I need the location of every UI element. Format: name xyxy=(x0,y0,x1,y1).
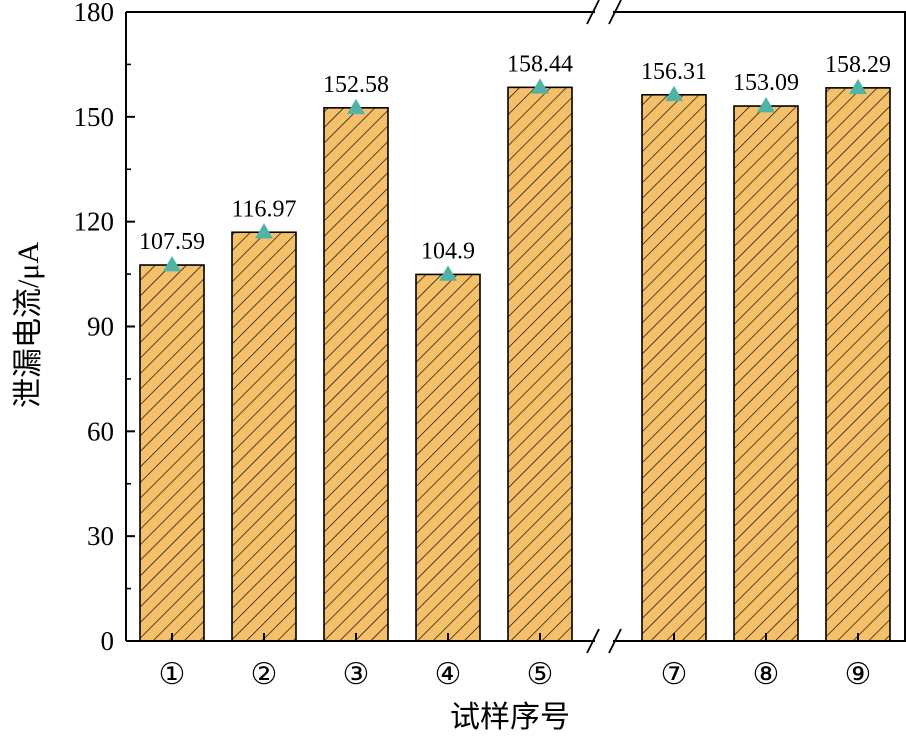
x-tick-label-5: ⑤ xyxy=(527,658,554,691)
x-tick-label-8: ⑨ xyxy=(845,658,872,691)
y-axis-title: 泄漏电流/μA xyxy=(12,242,45,408)
value-label-8: 158.29 xyxy=(825,52,891,78)
marker-triangle-6 xyxy=(665,85,683,102)
marker-triangle-5 xyxy=(531,78,549,94)
bar-hatch-8 xyxy=(825,87,891,642)
value-label-3: 152.58 xyxy=(323,72,389,98)
bar-hatch-5 xyxy=(507,86,573,642)
value-label-2: 116.97 xyxy=(231,196,296,222)
bars-layer xyxy=(139,86,891,642)
marker-triangle-3 xyxy=(347,98,365,115)
y-tick-label-4: 90 xyxy=(87,312,114,342)
bar-hatch-2 xyxy=(231,231,297,642)
value-label-7: 153.09 xyxy=(733,70,799,96)
bar-hatch-6 xyxy=(641,93,707,642)
value-label-1: 107.59 xyxy=(139,229,205,255)
marker-triangle-4 xyxy=(439,265,457,281)
x-tick-label-6: ⑦ xyxy=(661,658,688,691)
marker-triangle-2 xyxy=(255,223,273,239)
axis-break-mark xyxy=(608,0,622,25)
y-tick-label-5: 120 xyxy=(74,207,115,237)
marker-triangle-8 xyxy=(849,78,867,95)
value-label-4: 104.9 xyxy=(421,238,475,264)
marker-triangle-7 xyxy=(757,97,775,113)
x-tick-label-3: ③ xyxy=(343,658,370,691)
bar-hatch-4 xyxy=(415,273,481,642)
x-axis-title: 试样序号 xyxy=(450,701,570,734)
axis-break-mark xyxy=(586,628,600,654)
bar-hatch-3 xyxy=(323,107,389,642)
y-tick-label-2: 30 xyxy=(87,521,114,551)
labels-layer: 107.59 116.97 152.58 104.9 158.44 156.31 153.0… xyxy=(74,0,892,691)
x-tick-label-7: ⑧ xyxy=(753,658,780,691)
y-tick-label-6: 150 xyxy=(74,102,115,132)
bar-hatch-1 xyxy=(139,264,205,642)
marker-triangle-1 xyxy=(163,256,181,272)
axis-break-mask-2 xyxy=(595,0,613,26)
axis-break-mark xyxy=(586,0,600,25)
bar-hatch-7 xyxy=(733,105,799,642)
y-tick-label-7: 180 xyxy=(74,0,115,27)
x-tick-label-4: ④ xyxy=(435,658,462,691)
value-label-6: 156.31 xyxy=(641,59,707,85)
y-tick-label-1: 0 xyxy=(101,626,115,656)
axes-layer xyxy=(125,0,906,655)
y-tick-label-3: 60 xyxy=(87,416,114,446)
x-tick-label-1: ① xyxy=(159,658,186,691)
axis-break-mark xyxy=(608,628,622,654)
axis-break-mask-1 xyxy=(595,627,613,655)
x-tick-label-2: ② xyxy=(251,658,278,691)
value-label-5: 158.44 xyxy=(507,51,573,77)
